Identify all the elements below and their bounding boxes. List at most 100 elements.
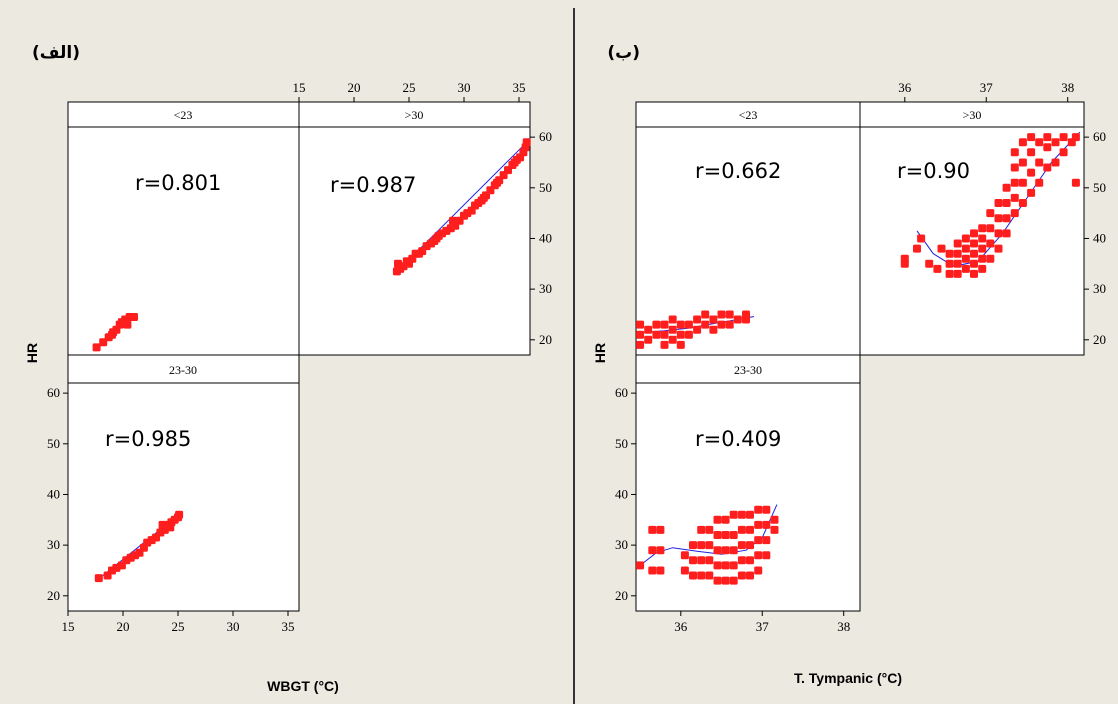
data-point [994, 244, 1003, 253]
data-point [1018, 158, 1027, 167]
data-point [432, 234, 441, 243]
data-point [1027, 148, 1036, 157]
data-point [1027, 188, 1036, 197]
data-point [636, 320, 645, 329]
data-point [721, 531, 730, 539]
data-point [754, 520, 763, 529]
data-point [522, 138, 531, 147]
x-tick-label: 35 [513, 80, 526, 95]
data-point [970, 259, 978, 268]
data-point [762, 551, 771, 560]
data-point [994, 214, 1003, 223]
y-tick-label: 60 [47, 385, 60, 400]
data-point [729, 546, 738, 555]
data-point [970, 269, 978, 278]
data-point [1035, 138, 1044, 147]
data-point [701, 320, 710, 329]
data-point [697, 525, 706, 534]
figure-label-be: (ب) [607, 43, 640, 63]
data-point [652, 320, 661, 329]
x-axis-title: WBGT (°C) [267, 678, 339, 694]
data-point [1010, 178, 1019, 187]
x-tick-label: 20 [348, 80, 361, 95]
data-point [961, 234, 970, 243]
data-point [978, 234, 987, 243]
data-point [644, 325, 653, 334]
strip-box [859, 101, 1085, 128]
scatter-layer [636, 310, 755, 349]
data-point [953, 239, 962, 248]
data-point [961, 264, 970, 273]
data-point [725, 320, 734, 329]
x-tick-label: 25 [172, 619, 185, 634]
data-point [689, 556, 697, 565]
data-point [953, 259, 962, 268]
x-tick-label: 20 [117, 619, 130, 634]
data-point [713, 546, 722, 555]
figure-be: (ب) <23 r=0.662 >30 r=0.90 23-30 r=0.409… [592, 43, 1106, 686]
data-point [510, 158, 519, 167]
data-point [746, 525, 754, 534]
data-point [1002, 199, 1011, 207]
data-point [648, 566, 657, 575]
data-point [754, 566, 763, 575]
data-point [175, 510, 184, 519]
data-point [1051, 138, 1060, 147]
data-point [970, 249, 978, 258]
x-tick-label: 37 [756, 619, 770, 634]
data-point [1002, 183, 1011, 192]
data-point [693, 325, 702, 334]
y-tick-label: 60 [1093, 129, 1106, 144]
plot-area [67, 126, 300, 356]
panel-lt23: <23 r=0.662 [635, 101, 861, 356]
data-point [717, 320, 726, 329]
axis-ticks: 36 37 38 36 37 38 20 30 40 50 60 20 30 40 50 60 [615, 80, 1106, 634]
data-point [92, 343, 101, 352]
data-point [978, 224, 987, 233]
strip-label: <23 [174, 108, 193, 122]
data-point [994, 199, 1003, 207]
data-point [746, 510, 754, 519]
panel-gt30: >30 r=0.987 [298, 101, 531, 356]
data-point [705, 556, 714, 565]
data-point [1043, 133, 1052, 142]
strip-box [298, 101, 531, 128]
data-point [770, 525, 779, 534]
data-point [754, 536, 763, 545]
x-tick-label: 36 [674, 619, 688, 634]
data-point [713, 576, 722, 585]
x-tick-label: 35 [282, 619, 295, 634]
correlation-label: r=0.985 [105, 427, 191, 451]
data-point [130, 313, 138, 321]
x-tick-label: 37 [980, 80, 994, 95]
data-point [676, 320, 685, 329]
panel-gt30: >30 r=0.90 [859, 101, 1085, 356]
x-axis-title: T. Tympanic (°C) [794, 670, 902, 686]
data-point [746, 571, 754, 580]
data-point [479, 193, 488, 202]
data-point [970, 239, 978, 248]
data-point [644, 335, 653, 344]
data-point [689, 541, 697, 550]
data-point [648, 546, 657, 555]
data-point [1018, 138, 1027, 147]
x-tick-label: 15 [293, 80, 306, 95]
data-point [1010, 193, 1019, 202]
data-point [945, 249, 954, 258]
data-point [925, 259, 934, 268]
data-point [737, 571, 746, 580]
y-tick-label: 50 [539, 180, 552, 195]
data-point [1071, 133, 1080, 142]
scatter-layer [392, 138, 531, 276]
data-point [737, 525, 746, 534]
data-point [729, 576, 738, 585]
data-point [656, 566, 665, 575]
data-point [737, 510, 746, 519]
data-point [689, 571, 697, 580]
scatter-layer [92, 313, 138, 352]
data-point [733, 315, 742, 324]
y-tick-label: 40 [1093, 230, 1106, 245]
data-point [1035, 178, 1044, 187]
correlation-label: r=0.90 [897, 159, 970, 183]
x-tick-label: 38 [837, 619, 850, 634]
